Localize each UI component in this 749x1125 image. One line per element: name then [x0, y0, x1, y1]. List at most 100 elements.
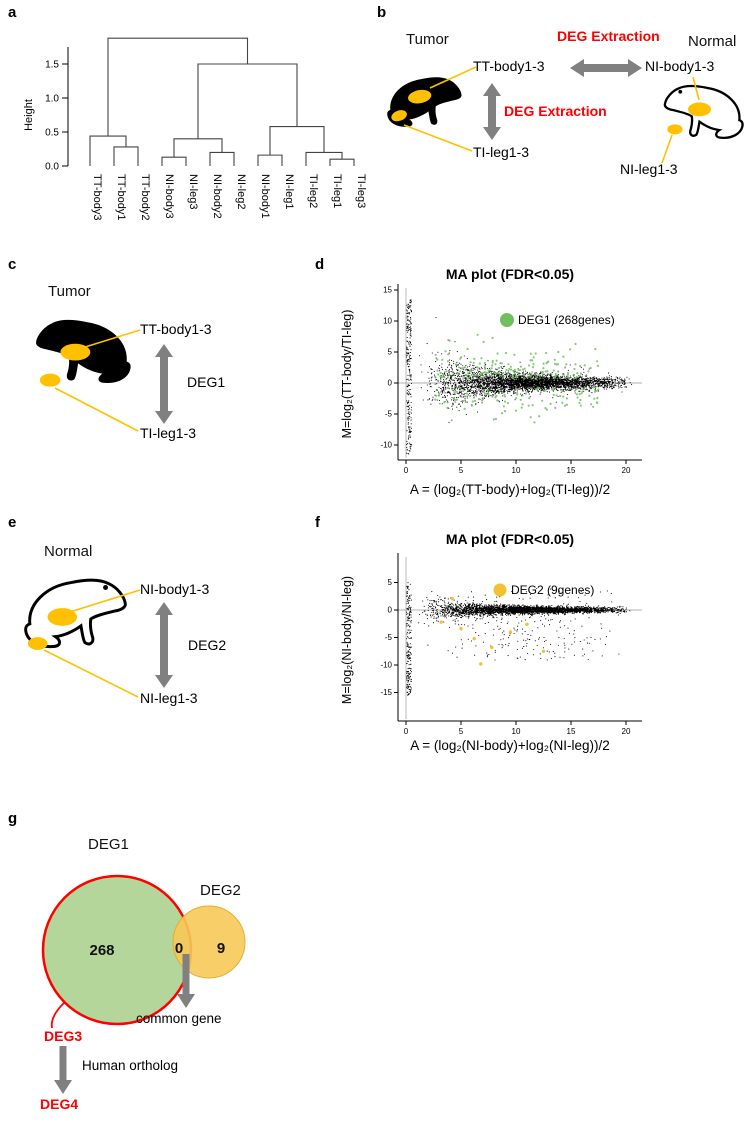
svg-text:TT-body3: TT-body3 [91, 174, 103, 220]
common-gene-label: common gene [136, 1011, 222, 1026]
ni-body-label: NI-body1-3 [645, 58, 715, 74]
svg-text:-5: -5 [385, 410, 393, 419]
ma-plot-f: 5 0 -5 -10 -15 0 5 10 15 20 DEG2 (9genes) [380, 553, 642, 736]
tumor-spot-body [408, 89, 432, 104]
ma-plot-f-xlabel: A = (log₂(NI-body)+log₂(NI-leg))/2 [410, 738, 610, 753]
ni-leg-label: NI-leg1-3 [620, 161, 678, 177]
common-gene-arrow [177, 954, 195, 1008]
normal-spot-body [687, 102, 711, 117]
svg-text:NI-leg3: NI-leg3 [187, 174, 199, 209]
venn-count-overlap: 0 [174, 940, 184, 957]
normal-label: Normal [688, 33, 737, 50]
tt-body-label-c: TT-body1-3 [140, 321, 212, 337]
svg-text:0: 0 [388, 379, 393, 388]
normal-label-e: Normal [44, 543, 93, 560]
double-arrow-vertical [483, 83, 501, 140]
normal-spot-leg-e [27, 637, 48, 650]
svg-text:TI-leg3: TI-leg3 [355, 174, 367, 208]
tumor-spot-leg [391, 110, 407, 122]
panel-b-label: b [377, 4, 387, 21]
svg-text:TI-leg2: TI-leg2 [307, 174, 319, 208]
tumor-frog-icon [387, 77, 462, 127]
deg2-double-arrow [155, 602, 173, 688]
svg-text:TT-body2: TT-body2 [139, 174, 151, 220]
human-ortholog-arrow [54, 1046, 72, 1094]
svg-text:5: 5 [388, 348, 393, 357]
dendrogram-plot: TT-body3 TT-body1 TT-body2 NI-body3 NI-leg3 N… [23, 37, 367, 220]
svg-text:DEG2 (9genes): DEG2 (9genes) [511, 583, 594, 597]
normal-frog-icon [663, 84, 744, 139]
venn-circle-deg2 [172, 905, 246, 979]
svg-text:NI-leg2: NI-leg2 [235, 174, 247, 209]
venn-deg1-label: DEG1 [88, 836, 129, 853]
tumor-frog-icon-c [36, 319, 131, 387]
deg2-label: DEG2 [188, 637, 227, 653]
venn-deg2-label: DEG2 [200, 882, 241, 899]
svg-text:TT-body1: TT-body1 [115, 174, 127, 220]
svg-text:10: 10 [383, 317, 392, 326]
ma-plot-d-title: MA plot (FDR<0.05) [445, 266, 575, 282]
human-ortholog-label: Human ortholog [82, 1058, 179, 1073]
ti-leg-label: TI-leg1-3 [473, 144, 530, 160]
svg-text:5: 5 [459, 727, 464, 736]
frog-eye-e [103, 585, 109, 590]
ma-plot-d-ylabel: M=log₂(TT-body/TI-leg) [340, 309, 354, 439]
svg-text:1.5: 1.5 [45, 60, 59, 71]
tumor-spot-body-c [60, 343, 91, 361]
panel-e-label: e [8, 514, 17, 531]
panel-f-label: f [315, 514, 320, 531]
tumor-spot-leg-c [39, 373, 61, 387]
tumor-label-c: Tumor [48, 283, 91, 300]
svg-text:20: 20 [622, 727, 631, 736]
svg-text:5: 5 [388, 578, 393, 587]
tumor-label: Tumor [406, 31, 449, 48]
svg-text:TI-leg1: TI-leg1 [331, 174, 343, 208]
venn-diagram [41, 874, 246, 1026]
svg-text:5: 5 [459, 466, 464, 475]
normal-spot-body-e [47, 608, 78, 626]
deg3-label: DEG3 [44, 1028, 83, 1044]
svg-text:0.0: 0.0 [45, 162, 59, 173]
svg-text:0: 0 [388, 606, 393, 615]
svg-text:0: 0 [404, 727, 409, 736]
ma-plot-d: 15 10 5 0 -5 -10 0 5 10 15 20 DEG1 (268genes) [380, 284, 642, 475]
ni-leg-label-e: NI-leg1-3 [140, 690, 198, 706]
ma-plot-f-title: MA plot (FDR<0.05) [445, 531, 575, 547]
venn-count-deg1: 268 [89, 942, 115, 959]
normal-frog-icon-e [24, 578, 127, 650]
svg-text:NI-leg1: NI-leg1 [283, 174, 295, 209]
ma-plot-f-ylabel: M=log₂(NI-body/NI-leg) [340, 575, 354, 705]
svg-text:0.5: 0.5 [45, 128, 59, 139]
svg-text:10: 10 [512, 466, 521, 475]
svg-text:20: 20 [622, 466, 631, 475]
ma-plot-d-xlabel: A = (log₂(TT-body)+log₂(TI-leg))/2 [409, 482, 611, 497]
panel-d-label: d [315, 256, 325, 273]
tt-body-label: TT-body1-3 [473, 58, 545, 74]
frog-eye [678, 89, 683, 94]
normal-spot-leg [667, 124, 683, 135]
svg-text:DEG1 (268genes): DEG1 (268genes) [518, 313, 615, 327]
panel-a-label: a [8, 4, 17, 21]
deg1-double-arrow [155, 344, 173, 424]
double-arrow-horizontal [570, 59, 642, 77]
panel-g-label: g [8, 810, 18, 827]
svg-text:1.0: 1.0 [45, 94, 59, 105]
svg-text:15: 15 [383, 286, 392, 295]
deg4-label: DEG4 [40, 1096, 79, 1112]
svg-text:NI-body2: NI-body2 [211, 174, 223, 219]
ti-leg-label-c: TI-leg1-3 [140, 425, 197, 441]
svg-text:-5: -5 [385, 633, 393, 642]
ni-body-label-e: NI-body1-3 [140, 581, 210, 597]
svg-text:15: 15 [567, 466, 576, 475]
svg-text:15: 15 [567, 727, 576, 736]
deg-extraction-label-left: DEG Extraction [504, 103, 607, 119]
svg-text:NI-body1: NI-body1 [259, 174, 271, 219]
venn-count-deg2: 9 [216, 940, 226, 957]
svg-text:Height: Height [23, 99, 35, 131]
panel-c-label: c [8, 256, 17, 273]
svg-text:10: 10 [512, 727, 521, 736]
deg1-label: DEG1 [187, 374, 226, 390]
svg-text:-15: -15 [380, 688, 392, 697]
svg-text:NI-body3: NI-body3 [163, 174, 175, 219]
